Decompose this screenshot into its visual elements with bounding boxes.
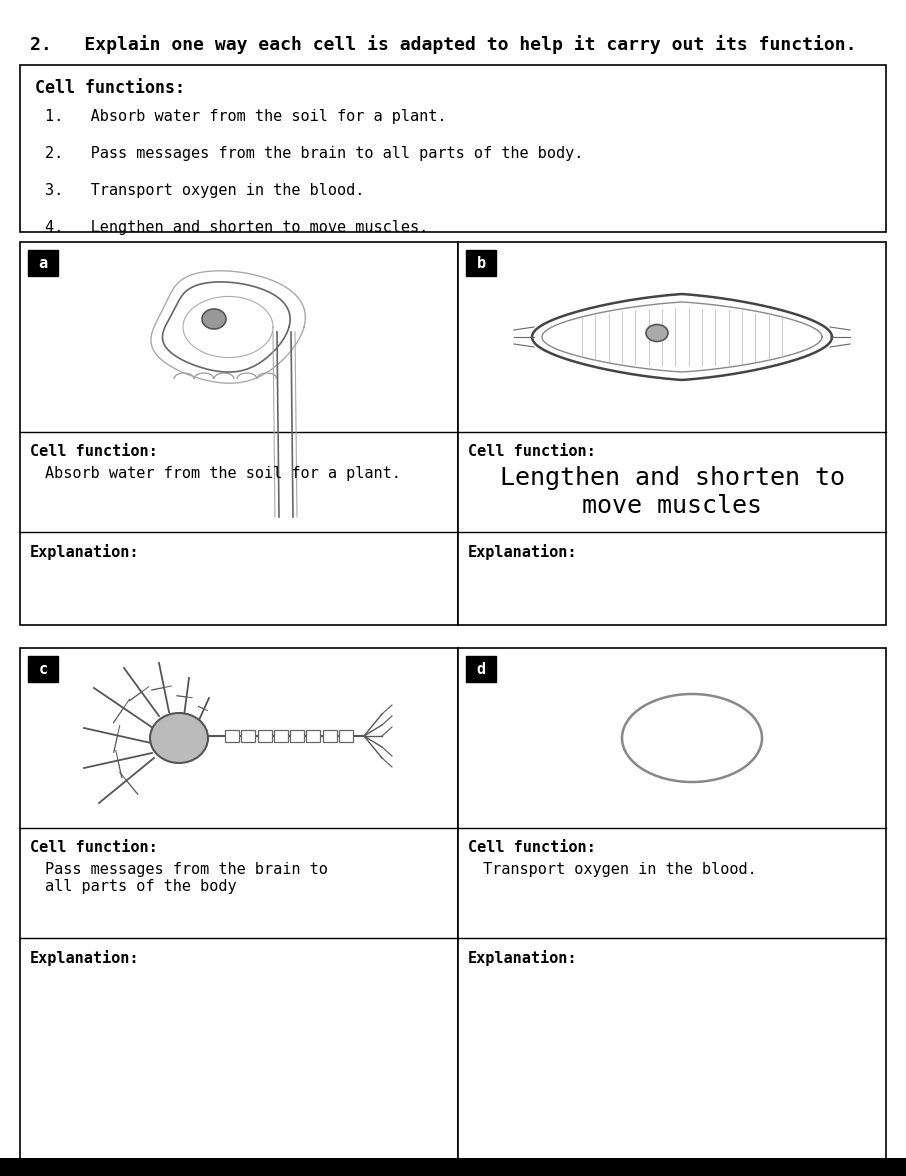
Text: Lengthen and shorten to
move muscles: Lengthen and shorten to move muscles: [499, 466, 844, 517]
Text: 4.   Lengthen and shorten to move muscles.: 4. Lengthen and shorten to move muscles.: [45, 220, 429, 235]
Bar: [257, 730, 272, 742]
Text: Cell function:: Cell function:: [468, 445, 596, 459]
Bar: [20, 65, 886, 232]
Bar: [20, 648, 458, 1168]
Text: d: d: [477, 661, 486, 676]
Text: b: b: [477, 255, 486, 270]
Text: Absorb water from the soil for a plant.: Absorb water from the soil for a plant.: [45, 466, 400, 481]
Bar: [241, 730, 255, 742]
Text: Cell functions:: Cell functions:: [35, 79, 185, 96]
Ellipse shape: [622, 694, 762, 782]
Ellipse shape: [150, 713, 208, 763]
Text: Transport oxygen in the blood.: Transport oxygen in the blood.: [483, 862, 757, 877]
Bar: [458, 242, 886, 624]
FancyBboxPatch shape: [28, 250, 58, 276]
Text: Cell function:: Cell function:: [30, 840, 158, 855]
Text: 2.   Explain one way each cell is adapted to help it carry out its function.: 2. Explain one way each cell is adapted …: [30, 35, 856, 54]
Bar: [274, 730, 288, 742]
Bar: [225, 730, 239, 742]
Text: Explanation:: Explanation:: [30, 950, 140, 965]
Text: Explanation:: Explanation:: [468, 950, 577, 965]
Text: c: c: [38, 661, 47, 676]
Bar: [306, 730, 321, 742]
Text: Explanation:: Explanation:: [30, 544, 140, 560]
Text: 3.   Transport oxygen in the blood.: 3. Transport oxygen in the blood.: [45, 183, 364, 198]
Bar: [0, 1158, 906, 1176]
Text: a: a: [38, 255, 47, 270]
Text: Pass messages from the brain to
all parts of the body: Pass messages from the brain to all part…: [45, 862, 328, 895]
Text: Cell function:: Cell function:: [468, 840, 596, 855]
Text: 1.   Absorb water from the soil for a plant.: 1. Absorb water from the soil for a plan…: [45, 109, 447, 123]
Ellipse shape: [202, 309, 226, 329]
Text: Cell function:: Cell function:: [30, 445, 158, 459]
Text: Explanation:: Explanation:: [468, 544, 577, 560]
FancyBboxPatch shape: [466, 250, 496, 276]
Bar: [339, 730, 353, 742]
FancyBboxPatch shape: [28, 656, 58, 682]
FancyBboxPatch shape: [466, 656, 496, 682]
Bar: [323, 730, 337, 742]
Bar: [290, 730, 304, 742]
Bar: [20, 242, 458, 624]
Bar: [458, 648, 886, 1168]
Ellipse shape: [646, 325, 668, 341]
Text: 2.   Pass messages from the brain to all parts of the body.: 2. Pass messages from the brain to all p…: [45, 146, 583, 161]
